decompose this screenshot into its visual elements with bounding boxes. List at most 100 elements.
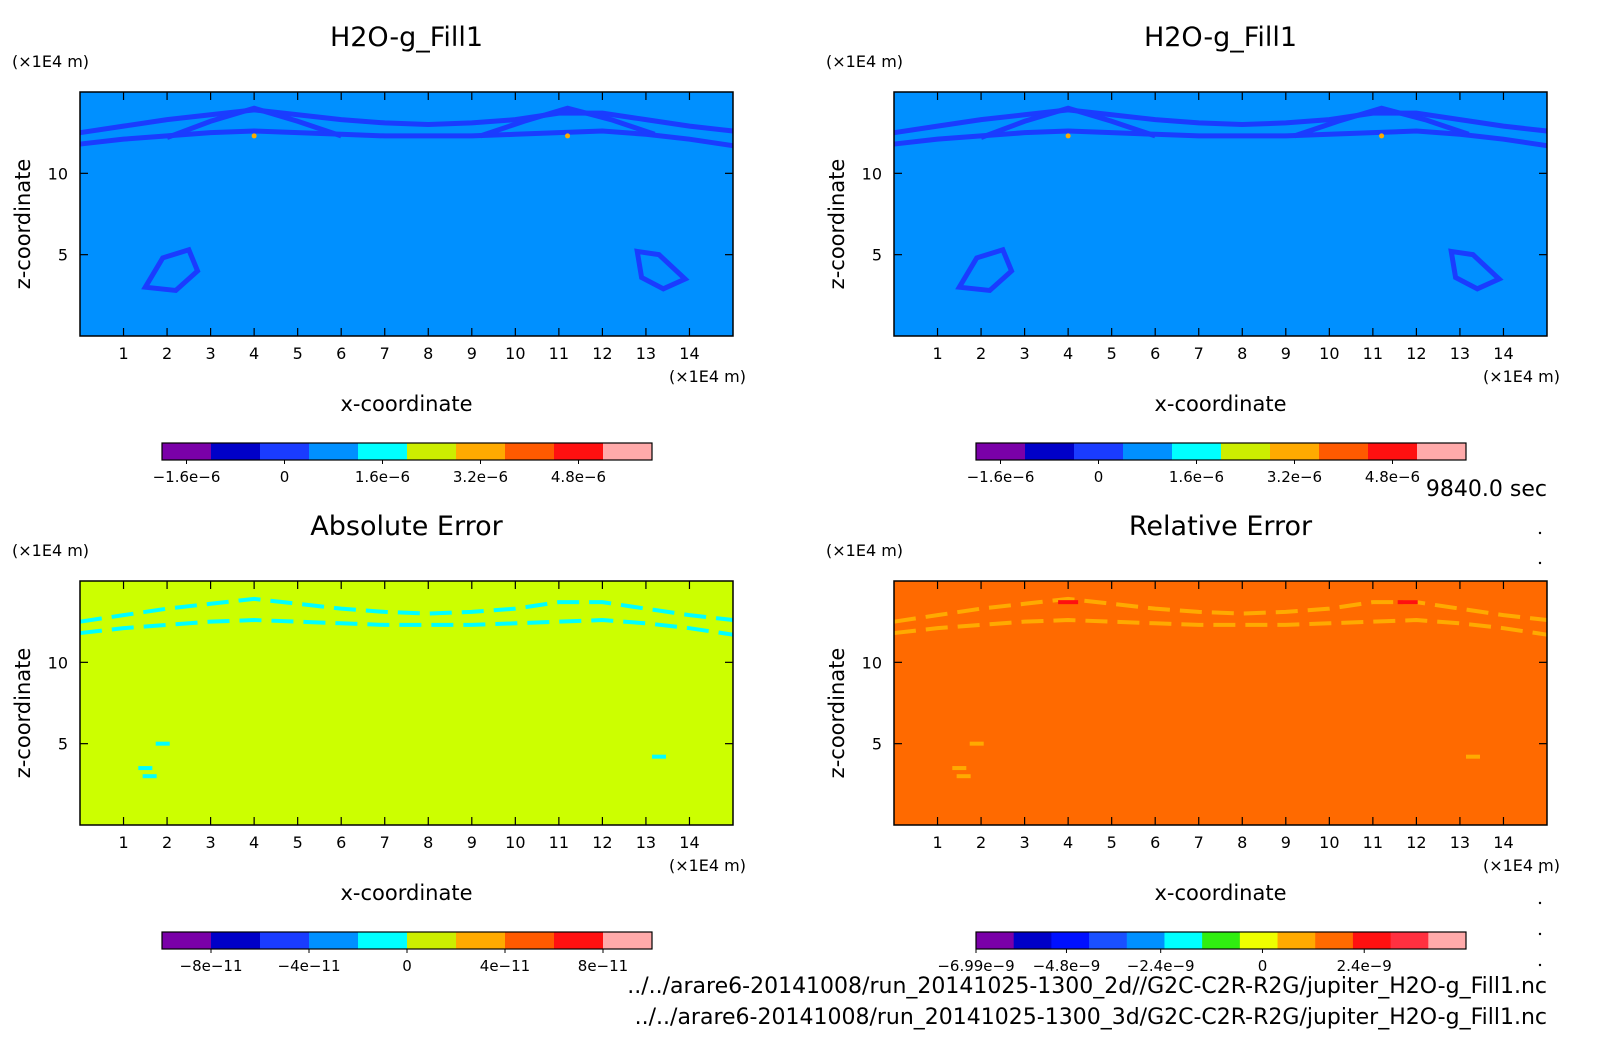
colorbar-tick-label: −2.4e−9 xyxy=(1127,957,1195,975)
colorbar-swatch xyxy=(1164,932,1203,949)
y-unit-label: (×1E4 m) xyxy=(12,541,89,560)
colorbar-swatch xyxy=(1352,932,1392,949)
colorbar-swatch xyxy=(1013,932,1052,949)
x-axis-ticks: 1 2 3 4 5 6 7 8 9 10 11 12 13 14 xyxy=(118,92,700,363)
x-tick-label: 12 xyxy=(1406,344,1426,363)
colorbar: −6.99e−9 −4.8e−9 −2.4e−9 0 2.4e−9 xyxy=(937,931,1467,975)
error-speck-3 xyxy=(956,774,971,779)
x-tick-label: 7 xyxy=(1194,833,1204,852)
colorbar-tick-label: 2.4e−9 xyxy=(1337,957,1392,975)
x-tick-label: 9 xyxy=(467,344,477,363)
colorbar-swatch xyxy=(1417,443,1467,460)
x-tick-label: 3 xyxy=(1020,833,1030,852)
y-axis-label: z-coordinate xyxy=(11,648,35,779)
x-tick-label: 6 xyxy=(336,833,346,852)
error-band2 xyxy=(79,618,734,637)
x-tick-label: 4 xyxy=(1063,833,1073,852)
x-tick-label: 7 xyxy=(1194,344,1204,363)
x-tick-label: 13 xyxy=(636,833,656,852)
x-axis-ticks: 1 2 3 4 5 6 7 8 9 10 11 12 13 14 xyxy=(118,581,700,852)
colorbar-tick-label: 8e−11 xyxy=(578,957,628,975)
contour-blob-right xyxy=(1448,248,1504,292)
y-tick-label: 5 xyxy=(58,735,68,754)
x-tick-label: 9 xyxy=(1281,833,1291,852)
colorbar-swatch xyxy=(1051,932,1090,949)
y-axis-ticks: 5 10 xyxy=(862,653,1547,754)
contour-band1 xyxy=(893,107,1548,136)
colorbar-swatch xyxy=(1428,932,1467,949)
x-tick-label: 3 xyxy=(206,344,216,363)
colorbar-swatch xyxy=(603,443,653,460)
x-tick-label: 12 xyxy=(592,833,612,852)
panel-2: H2O-g_Fill1(×1E4 m)1 2 3 4 5 6 7 8 9 10 11 12 13 1451… xyxy=(825,22,1560,486)
x-tick-label: 5 xyxy=(1107,833,1117,852)
x-tick-label: 14 xyxy=(1493,833,1513,852)
x-tick-label: 3 xyxy=(206,833,216,852)
right-dots xyxy=(1538,531,1542,967)
panel-title: Relative Error xyxy=(1129,511,1313,542)
field-features xyxy=(79,596,734,779)
colorbar-swatch xyxy=(407,443,457,460)
plot-area xyxy=(894,581,1547,825)
x-axis-label: x-coordinate xyxy=(1154,881,1286,905)
colorbar-frame xyxy=(161,442,653,461)
field-features xyxy=(893,105,1548,294)
contour-blob-left xyxy=(141,246,201,294)
colorbar-swatch xyxy=(456,443,506,460)
error-peak-1 xyxy=(1058,600,1079,605)
y-unit-label: (×1E4 m) xyxy=(826,52,903,71)
error-speck-1 xyxy=(155,741,170,746)
colorbar-frame xyxy=(975,442,1467,461)
y-tick-label: 10 xyxy=(862,164,882,183)
colorbar-swatch xyxy=(976,932,1015,949)
x-unit-label: (×1E4 m) xyxy=(1483,856,1560,875)
colorbar-swatch xyxy=(1277,932,1316,949)
x-tick-label: 8 xyxy=(423,833,433,852)
x-tick-label: 13 xyxy=(1450,344,1470,363)
y-axis-label: z-coordinate xyxy=(825,648,849,779)
colorbar-tick-label: −1.6e−6 xyxy=(967,468,1035,486)
x-tick-label: 8 xyxy=(423,344,433,363)
colorbar-swatch xyxy=(1202,932,1241,949)
y-axis-label: z-coordinate xyxy=(11,159,35,290)
x-tick-label: 5 xyxy=(293,344,303,363)
colorbar-tick-label: −1.6e−6 xyxy=(153,468,221,486)
x-tick-label: 9 xyxy=(1281,344,1291,363)
hotspot-2 xyxy=(565,133,571,139)
colorbar-swatch xyxy=(260,443,310,460)
hotspot-1 xyxy=(1065,133,1071,139)
x-tick-label: 2 xyxy=(976,833,986,852)
colorbar: −1.6e−6 0 1.6e−6 3.2e−6 4.8e−6 xyxy=(153,442,653,486)
hotspot-2 xyxy=(1379,133,1385,139)
colorbar-tick-label: −4.8e−9 xyxy=(1033,957,1101,975)
colorbar-swatch xyxy=(1319,443,1369,460)
x-tick-label: 6 xyxy=(1150,344,1160,363)
y-axis-label: z-coordinate xyxy=(825,159,849,290)
colorbar-swatch xyxy=(260,932,310,949)
plot-frame xyxy=(79,580,734,826)
colorbar-tick-label: 3.2e−6 xyxy=(1267,468,1322,486)
colorbar-swatch xyxy=(505,443,555,460)
colorbar-swatch xyxy=(358,932,408,949)
contour-arch2 xyxy=(1293,105,1470,139)
error-band1 xyxy=(893,596,1548,624)
colorbar-tick-label: −6.99e−9 xyxy=(937,957,1014,975)
colorbar-tick-label: −8e−11 xyxy=(180,957,243,975)
colorbar-swatch xyxy=(1239,932,1279,949)
colorbar-swatch xyxy=(211,443,261,460)
colorbar-swatch xyxy=(554,932,604,949)
colorbar-swatch xyxy=(309,932,359,949)
x-tick-label: 6 xyxy=(336,344,346,363)
error-band2 xyxy=(893,618,1548,637)
x-tick-label: 1 xyxy=(932,833,942,852)
colorbar-swatch xyxy=(1270,443,1320,460)
y-axis-ticks: 5 10 xyxy=(48,164,733,265)
colorbar-swatch xyxy=(162,443,212,460)
x-tick-label: 4 xyxy=(249,833,259,852)
x-tick-label: 14 xyxy=(679,344,699,363)
contour-arch1 xyxy=(166,105,342,140)
y-tick-label: 5 xyxy=(872,735,882,754)
plot-frame xyxy=(79,91,734,337)
x-tick-label: 13 xyxy=(1450,833,1470,852)
y-tick-label: 5 xyxy=(872,246,882,265)
